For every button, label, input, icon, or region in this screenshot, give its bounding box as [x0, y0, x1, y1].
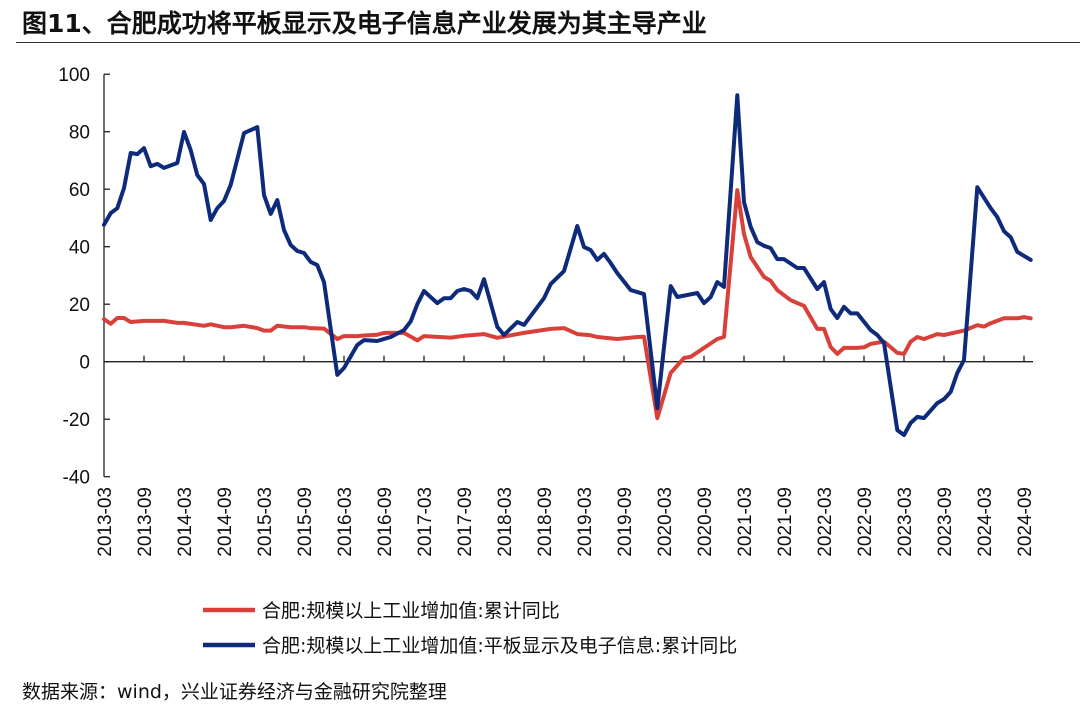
x-tick-label: 2019-09 [615, 487, 636, 557]
x-tick-label: 2015-09 [295, 487, 316, 557]
y-tick-label: 60 [69, 180, 90, 201]
x-tick-label: 2022-03 [815, 487, 836, 557]
x-tick-label: 2023-03 [895, 487, 916, 557]
legend-label-total: 合肥:规模以上工业增加值:累计同比 [262, 600, 560, 622]
x-tick-label: 2014-03 [175, 487, 196, 557]
y-tick-label: -40 [63, 468, 90, 489]
x-tick-label: 2018-03 [495, 487, 516, 557]
x-tick-label: 2021-03 [735, 487, 756, 557]
y-tick-label: 80 [69, 123, 90, 144]
x-tick-label: 2024-03 [975, 487, 996, 557]
x-tick-label: 2014-09 [215, 487, 236, 557]
y-tick-label: 0 [79, 353, 90, 374]
y-tick-label: -20 [63, 410, 90, 431]
legend-label-display-electronics: 合肥:规模以上工业增加值:平板显示及电子信息:累计同比 [262, 635, 737, 657]
x-tick-label: 2013-09 [135, 487, 156, 557]
title-divider [16, 42, 1080, 43]
x-tick-label: 2015-03 [255, 487, 276, 557]
source-note: 数据来源：wind，兴业证券经济与金融研究院整理 [22, 681, 447, 703]
y-tick-label: 100 [58, 65, 90, 86]
x-tick-label: 2023-09 [935, 487, 956, 557]
x-tick-label: 2020-09 [695, 487, 716, 557]
x-tick-label: 2017-03 [415, 487, 436, 557]
x-tick-label: 2017-09 [455, 487, 476, 557]
x-tick-label: 2016-09 [375, 487, 396, 557]
x-tick-label: 2019-03 [575, 487, 596, 557]
x-tick-label: 2024-09 [1015, 487, 1036, 557]
figure-title: 图11、合肥成功将平板显示及电子信息产业发展为其主导产业 [22, 9, 707, 38]
y-tick-label: 40 [69, 238, 90, 259]
x-tick-label: 2020-03 [655, 487, 676, 557]
y-tick-label: 20 [69, 295, 90, 316]
x-tick-label: 2016-03 [335, 487, 356, 557]
x-tick-label: 2022-09 [855, 487, 876, 557]
x-tick-label: 2018-09 [535, 487, 556, 557]
series-line-display-electronics [102, 93, 1033, 437]
x-tick-label: 2021-09 [775, 487, 796, 557]
legend: 合肥:规模以上工业增加值:累计同比 合肥:规模以上工业增加值:平板显示及电子信息… [203, 600, 737, 657]
x-tick-label: 2013-03 [95, 487, 116, 557]
series-group [102, 93, 1033, 437]
series-line-total [102, 188, 1033, 421]
